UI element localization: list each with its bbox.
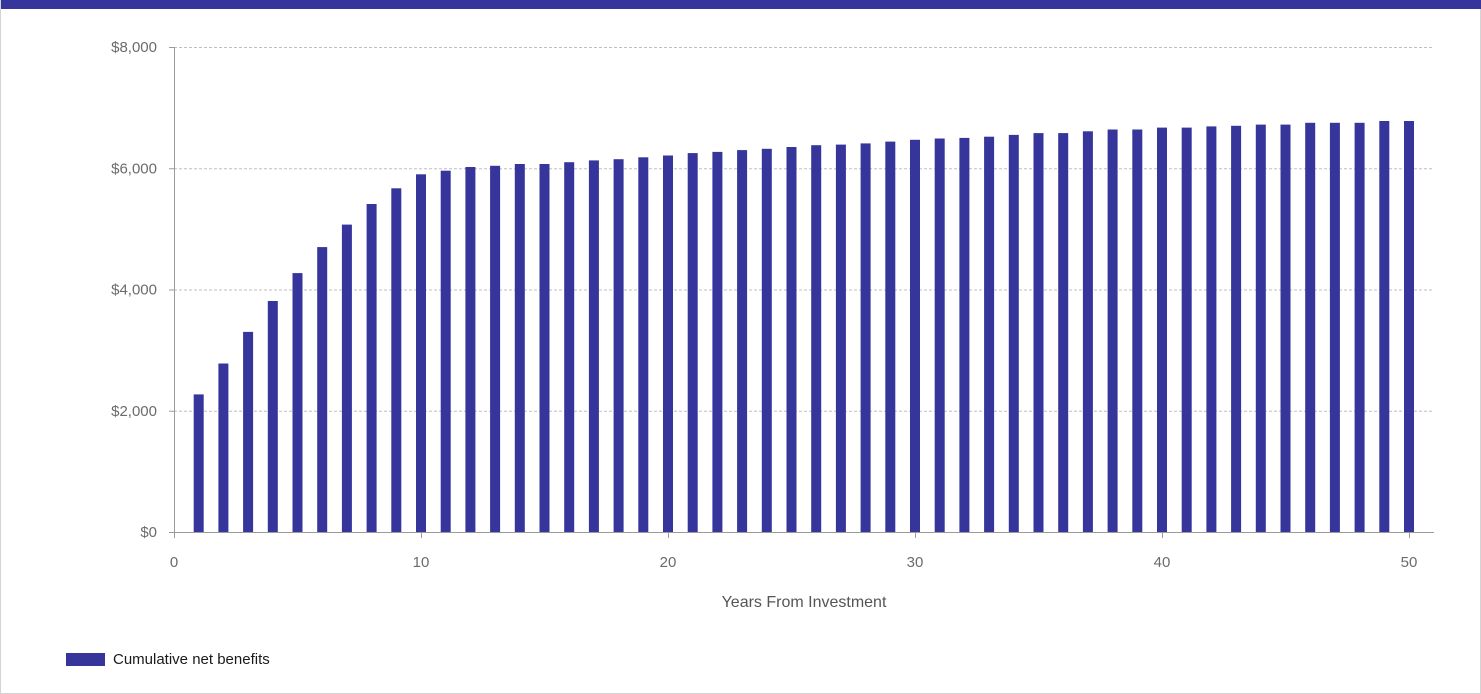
bar xyxy=(1354,122,1365,533)
bar xyxy=(1107,129,1118,532)
bar xyxy=(440,170,451,532)
bar xyxy=(1280,124,1291,532)
x-tick-label: 0 xyxy=(170,554,178,571)
bar xyxy=(1231,125,1242,533)
bar xyxy=(638,157,649,533)
bar xyxy=(1305,122,1316,533)
gridlines xyxy=(174,47,1434,412)
bar xyxy=(1379,121,1390,532)
bar xyxy=(761,148,772,533)
bar xyxy=(1033,133,1044,532)
legend-label: Cumulative net benefits xyxy=(113,650,270,668)
bar xyxy=(1255,124,1266,532)
bar xyxy=(860,143,871,532)
header-bar xyxy=(1,0,1481,9)
y-tick-label: $2,000 xyxy=(111,403,157,420)
bar xyxy=(1206,126,1217,533)
y-tick-label: $4,000 xyxy=(111,282,157,299)
bar xyxy=(712,151,723,532)
bar xyxy=(564,162,575,532)
bar xyxy=(416,174,426,533)
bar xyxy=(267,301,278,532)
bar xyxy=(1058,133,1069,532)
y-tick-label: $0 xyxy=(140,524,157,541)
bar xyxy=(786,147,797,532)
bar xyxy=(341,224,352,532)
bar xyxy=(1157,127,1167,532)
y-tick-label: $8,000 xyxy=(111,39,157,56)
bar xyxy=(243,331,254,532)
bar xyxy=(984,136,995,532)
axes xyxy=(169,47,1434,538)
bar xyxy=(218,363,229,532)
bar xyxy=(193,394,204,532)
legend-swatch xyxy=(66,652,105,666)
bar xyxy=(613,159,624,532)
x-tick-label: 10 xyxy=(413,554,430,571)
bar xyxy=(835,144,846,532)
bar xyxy=(663,155,673,532)
y-tick-label: $6,000 xyxy=(111,160,157,177)
x-tick-label: 50 xyxy=(1401,554,1418,571)
bar xyxy=(811,145,822,532)
bar xyxy=(514,164,525,532)
bar xyxy=(588,160,599,532)
bar xyxy=(959,137,970,532)
x-axis-title: Years From Investment xyxy=(722,594,887,611)
bars xyxy=(193,121,1414,533)
bar xyxy=(391,188,402,533)
bar xyxy=(934,138,945,532)
bar xyxy=(465,167,476,532)
bar xyxy=(1181,127,1192,532)
x-tick-label: 20 xyxy=(660,554,677,571)
x-tick-label: 30 xyxy=(907,554,924,571)
tick-labels: $0 $2,000 $4,000 $6,000 $8,000 0 10 20 30 40 50 xyxy=(111,39,1417,571)
bar xyxy=(317,247,328,532)
legend: Cumulative net benefits xyxy=(66,650,270,668)
bar xyxy=(366,204,377,532)
bar xyxy=(1329,122,1340,533)
bar xyxy=(539,164,550,532)
bar xyxy=(1008,134,1019,532)
bar xyxy=(910,139,920,533)
bar xyxy=(885,141,896,532)
bar xyxy=(1404,121,1414,532)
bar xyxy=(687,153,698,532)
bar xyxy=(490,165,501,533)
bar xyxy=(1132,129,1143,532)
bar xyxy=(737,150,748,532)
bar xyxy=(1082,131,1093,533)
x-tick-label: 40 xyxy=(1154,554,1171,571)
bar xyxy=(292,273,303,532)
